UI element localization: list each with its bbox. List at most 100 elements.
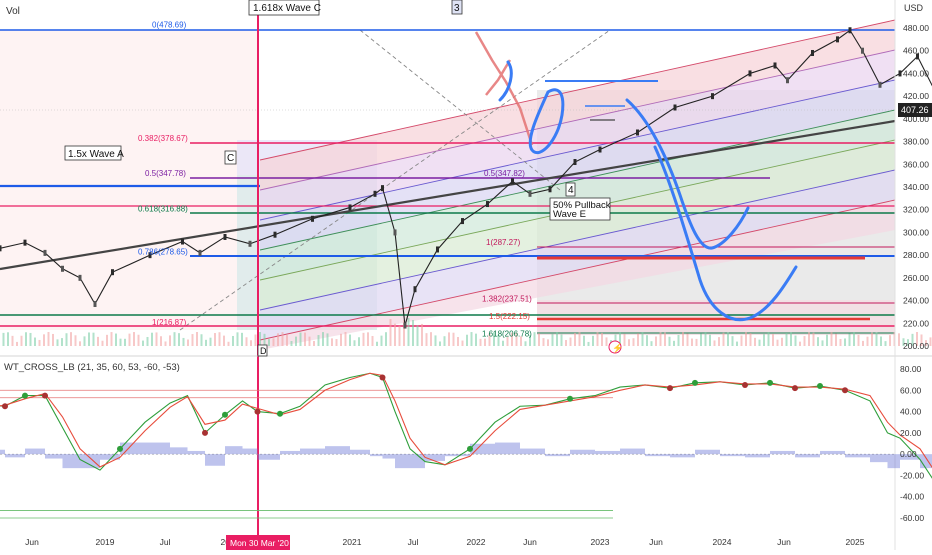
- volume-bar: [534, 332, 536, 346]
- indicator-hist-bar: [383, 454, 396, 458]
- volume-bar: [664, 333, 666, 346]
- price-tick-label: 240.00: [903, 296, 929, 306]
- indicator-cross-dot: [2, 403, 8, 409]
- indicator-hist-bar: [225, 446, 243, 454]
- volume-bar: [435, 335, 437, 346]
- price-axis: 200.00220.00240.00260.00280.00300.00320.…: [903, 23, 929, 351]
- volume-bar: [178, 333, 180, 346]
- indicator-hist-bar: [820, 451, 845, 454]
- volume-bar: [142, 341, 144, 346]
- volume-bar: [417, 326, 419, 346]
- indicator-hist-bar: [280, 451, 300, 454]
- volume-bar: [646, 335, 648, 346]
- volume-bar: [799, 342, 801, 346]
- indicator-cross-dot: [380, 375, 386, 381]
- price-candle: [636, 129, 639, 135]
- volume-bar: [399, 326, 401, 346]
- volume-bar: [565, 340, 567, 346]
- volume-bar: [250, 340, 252, 346]
- indicator-hist-bar: [495, 443, 520, 455]
- indicator-hist-bar: [370, 454, 383, 456]
- price-candle: [181, 239, 184, 245]
- volume-bar: [867, 337, 869, 346]
- indicator-hist-bar: [425, 454, 445, 461]
- currency-label: USD: [904, 3, 924, 13]
- volume-bar: [759, 340, 761, 346]
- price-tick-label: 200.00: [903, 341, 929, 351]
- volume-bar: [156, 332, 158, 346]
- volume-bar: [358, 337, 360, 346]
- volume-bar: [592, 336, 594, 346]
- volume-bar: [70, 332, 72, 346]
- price-candle: [899, 70, 902, 76]
- volume-bar: [30, 333, 32, 346]
- volume-bar: [12, 336, 14, 346]
- volume-bar: [246, 337, 248, 346]
- volume-bar: [790, 332, 792, 346]
- price-candle: [394, 229, 397, 235]
- volume-bar: [129, 334, 131, 346]
- indicator-cross-dot: [277, 411, 283, 417]
- volume-bar: [795, 336, 797, 346]
- volume-bar: [484, 339, 486, 346]
- annotation-wave-c: 1.618x Wave C: [253, 3, 321, 14]
- indicator-tick-label: 0.00: [900, 449, 917, 459]
- price-candle: [549, 186, 552, 192]
- volume-bar: [763, 334, 765, 346]
- volume-bar: [633, 338, 635, 346]
- volume-bar: [543, 338, 545, 346]
- volume-bar: [48, 332, 50, 346]
- volume-bar: [363, 333, 365, 346]
- volume-bar: [309, 337, 311, 346]
- last-price-text: 407.26: [901, 105, 929, 115]
- indicator-cross-dot: [742, 382, 748, 388]
- time-tick-label: 2022: [467, 537, 486, 547]
- volume-bar: [61, 338, 63, 346]
- indicator-cross-dot: [792, 385, 798, 391]
- price-candle: [879, 82, 882, 88]
- indicator-hist-bar: [445, 454, 470, 456]
- volume-bar: [466, 335, 468, 346]
- volume-bar: [727, 332, 729, 346]
- volume-bar: [705, 332, 707, 346]
- price-candle: [749, 70, 752, 76]
- fib-level-label: 0(478.69): [152, 20, 187, 29]
- annotation-c: C: [227, 153, 234, 164]
- volume-bar: [889, 335, 891, 346]
- volume-bar: [291, 341, 293, 346]
- volume-bar: [471, 332, 473, 346]
- indicator-cross-dot: [202, 430, 208, 436]
- indicator-hist-bar: [325, 446, 350, 454]
- volume-bar: [223, 336, 225, 346]
- crosshair-date-text: Mon 30 Mar '20: [230, 538, 289, 548]
- indicator-hist-bar: [595, 451, 620, 454]
- volume-bar: [700, 334, 702, 346]
- volume-bar: [421, 324, 423, 346]
- volume-bar: [768, 332, 770, 346]
- volume-bar: [426, 333, 428, 346]
- volume-bar: [187, 340, 189, 346]
- price-tick-label: 440.00: [903, 68, 929, 78]
- volume-bar: [295, 337, 297, 346]
- time-tick-label: Jul: [408, 537, 419, 547]
- volume-bar: [642, 332, 644, 346]
- fib-level-label: 0.5(347.78): [145, 169, 186, 178]
- volume-bar: [43, 334, 45, 346]
- volume-bar: [210, 338, 212, 346]
- indicator-hist-bar: [410, 454, 425, 468]
- fib-level-label: 0.618(316.88): [138, 204, 188, 213]
- volume-bar: [277, 333, 279, 346]
- volume-bar: [781, 338, 783, 346]
- volume-bar: [453, 333, 455, 346]
- indicator-tick-label: 20.00: [900, 428, 922, 438]
- annotation-d: D: [260, 346, 267, 356]
- price-tick-label: 320.00: [903, 205, 929, 215]
- volume-bar: [750, 333, 752, 346]
- volume-bar: [754, 338, 756, 346]
- price-candle: [511, 178, 514, 184]
- volume-bar: [430, 332, 432, 346]
- volume-bar: [538, 333, 540, 346]
- indicator-cross-dot: [467, 446, 473, 452]
- volume-bar: [772, 334, 774, 346]
- volume-bar: [862, 341, 864, 346]
